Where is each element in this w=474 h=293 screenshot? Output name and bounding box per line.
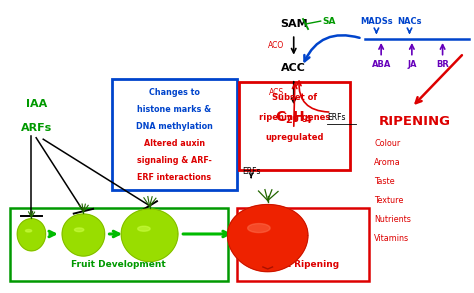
- FancyArrowPatch shape: [297, 81, 329, 112]
- Text: signaling & ARF-: signaling & ARF-: [137, 156, 212, 165]
- Text: NACs: NACs: [397, 17, 422, 25]
- Text: ERF interactions: ERF interactions: [137, 173, 211, 182]
- Text: histone marks &: histone marks &: [137, 105, 211, 114]
- Text: ACO: ACO: [268, 40, 284, 50]
- Text: MADSs: MADSs: [360, 17, 393, 25]
- Text: ABA: ABA: [372, 60, 391, 69]
- Bar: [237, 208, 369, 281]
- Text: DNA methylation: DNA methylation: [136, 122, 213, 131]
- FancyArrowPatch shape: [416, 55, 462, 103]
- Text: Texture: Texture: [374, 196, 403, 205]
- Polygon shape: [121, 209, 178, 262]
- Text: IAA: IAA: [26, 99, 47, 109]
- Polygon shape: [74, 228, 84, 232]
- Polygon shape: [228, 205, 308, 272]
- FancyArrowPatch shape: [304, 35, 360, 61]
- Text: ripening genes: ripening genes: [259, 113, 330, 122]
- Text: ACS: ACS: [269, 88, 284, 97]
- Text: SA: SA: [322, 17, 336, 25]
- Text: SAM: SAM: [280, 19, 308, 29]
- Polygon shape: [62, 214, 105, 256]
- Text: BR: BR: [436, 60, 449, 69]
- Text: Nutrients: Nutrients: [374, 215, 411, 224]
- Text: $\mathbf{C_2H_4}$: $\mathbf{C_2H_4}$: [275, 109, 312, 125]
- Polygon shape: [17, 219, 46, 251]
- Bar: [112, 79, 237, 190]
- Polygon shape: [247, 224, 270, 233]
- Bar: [10, 208, 228, 281]
- Text: Aroma: Aroma: [374, 158, 401, 167]
- Text: ACC: ACC: [281, 63, 306, 73]
- Text: Fruit Development: Fruit Development: [72, 260, 166, 269]
- Text: ERFs: ERFs: [327, 113, 345, 122]
- Text: Fruit Ripening: Fruit Ripening: [267, 260, 339, 269]
- Text: upregulated: upregulated: [265, 133, 324, 142]
- Text: Changes to: Changes to: [149, 88, 200, 97]
- Text: RIPENING: RIPENING: [379, 115, 451, 128]
- Text: Altered auxin: Altered auxin: [144, 139, 205, 148]
- Text: ERFs: ERFs: [242, 167, 260, 176]
- Polygon shape: [137, 226, 150, 231]
- Text: Colour: Colour: [374, 139, 401, 148]
- Text: Taste: Taste: [374, 177, 395, 186]
- Text: Vitamins: Vitamins: [374, 234, 409, 243]
- Polygon shape: [26, 229, 32, 232]
- Bar: [239, 82, 350, 170]
- Text: ARFs: ARFs: [20, 122, 52, 132]
- Text: JA: JA: [407, 60, 417, 69]
- Text: Subset of: Subset of: [273, 93, 318, 102]
